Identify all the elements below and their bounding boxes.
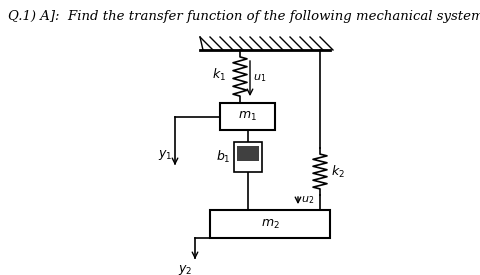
Text: $k_1$: $k_1$ (212, 67, 226, 82)
Bar (234, 142, 262, 172)
Text: $y_1$: $y_1$ (157, 148, 172, 162)
Text: $b_1$: $b_1$ (216, 149, 231, 165)
Text: $m_1$: $m_1$ (238, 110, 257, 123)
Bar (210, 210, 330, 238)
Text: Q.1) A]:  Find the transfer function of the following mechanical system given in: Q.1) A]: Find the transfer function of t… (8, 10, 480, 23)
Text: $u_1$: $u_1$ (253, 73, 266, 84)
Text: $k_2$: $k_2$ (331, 163, 345, 180)
Text: $y_2$: $y_2$ (178, 263, 192, 275)
Text: $m_2$: $m_2$ (261, 218, 279, 230)
Bar (220, 103, 275, 130)
Bar (237, 146, 259, 161)
Text: $u_2$: $u_2$ (301, 195, 314, 207)
